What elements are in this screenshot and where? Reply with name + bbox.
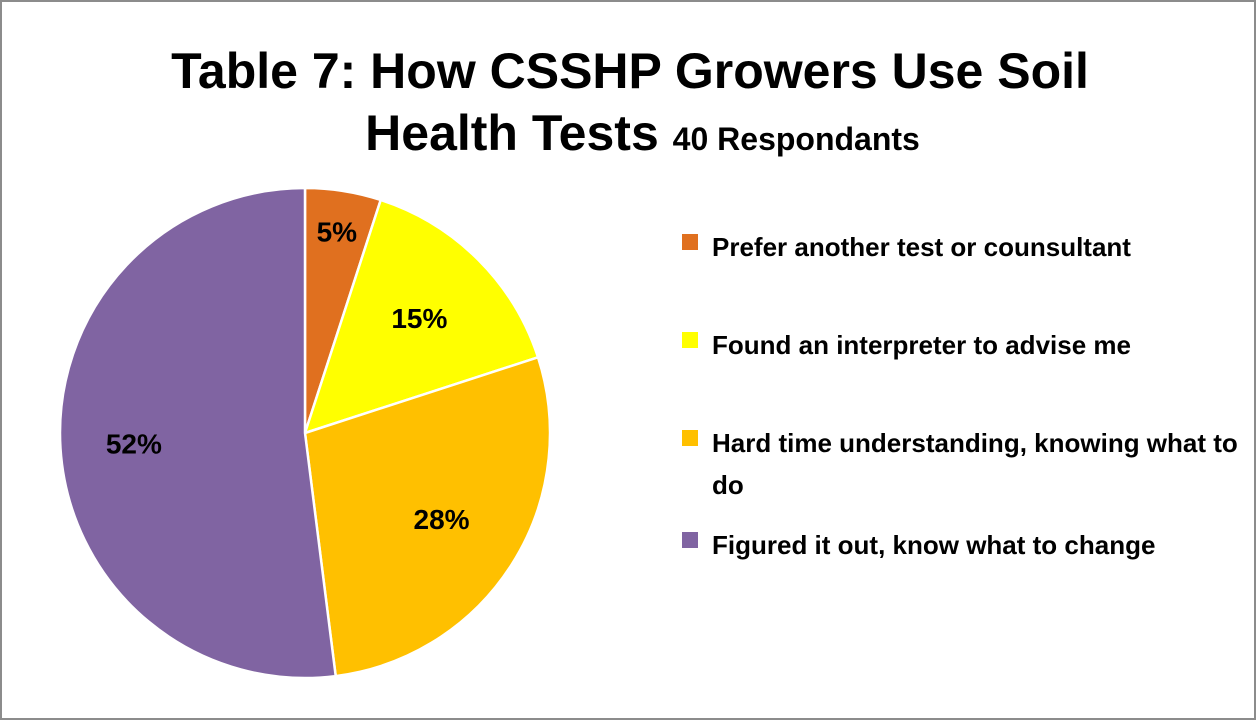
data-label-hard-time-understanding: 28%	[414, 504, 470, 535]
pie-slice-hard-time-understanding	[303, 355, 552, 678]
chart-subtitle: 40 Respondants	[672, 121, 920, 157]
legend-swatch	[682, 234, 698, 250]
legend-swatch	[682, 430, 698, 446]
chart-title: Table 7: How CSSHP Growers Use Soil Heal…	[2, 40, 1254, 170]
legend-swatch	[682, 532, 698, 548]
pie-slice-figured-it-out	[58, 186, 338, 680]
title-line-1: Table 7: How CSSHP Growers Use Soil	[171, 43, 1089, 99]
data-label-prefer-another-test: 5%	[317, 217, 358, 248]
title-line-2-text: Health Tests	[365, 105, 659, 161]
pie-slice-found-interpreter	[303, 198, 540, 435]
data-label-found-interpreter: 15%	[391, 303, 447, 334]
legend-label: Prefer another test or counsultant	[712, 232, 1131, 262]
legend-label: Hard time understanding, knowing what to…	[712, 428, 1238, 500]
data-label-figured-it-out: 52%	[106, 428, 162, 459]
title-line-2: Health Tests 40 Respondants	[2, 102, 1254, 170]
legend-label: Found an interpreter to advise me	[712, 330, 1131, 360]
legend-label: Figured it out, know what to change	[712, 530, 1156, 560]
legend-swatch	[682, 332, 698, 348]
